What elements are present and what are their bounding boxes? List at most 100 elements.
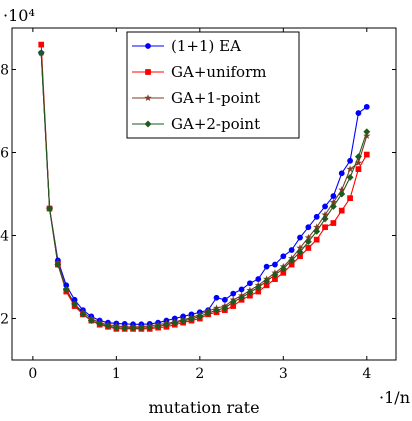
data-point <box>338 207 345 214</box>
data-point <box>288 256 296 264</box>
data-point <box>313 213 320 220</box>
data-point <box>204 309 212 317</box>
data-point <box>213 294 220 301</box>
legend: (1+1) EA GA+uniform GA+1-point GA+2-point <box>126 31 300 139</box>
data-point <box>354 153 362 161</box>
data-point <box>171 319 179 327</box>
data-point <box>38 41 45 48</box>
series-line-2 <box>40 52 368 328</box>
y-tick-label: 4 <box>0 229 9 245</box>
data-point <box>355 166 362 172</box>
markers-group <box>37 41 371 332</box>
legend-swatch-marker <box>145 69 151 75</box>
data-point <box>104 322 112 330</box>
data-point <box>221 296 228 303</box>
data-point <box>71 300 79 308</box>
data-point <box>62 285 70 294</box>
x-scale-label: ·1/n <box>379 388 410 407</box>
data-point <box>254 283 262 291</box>
data-point <box>229 298 237 306</box>
data-point <box>230 290 237 297</box>
data-point <box>271 271 279 279</box>
plot-frame <box>11 27 397 361</box>
series-group <box>40 44 368 330</box>
data-point <box>346 165 354 173</box>
data-point <box>263 263 270 270</box>
series-line-3 <box>40 52 368 329</box>
axis-ticks: 0 1 2 3 4 2 4 6 8 <box>0 28 396 382</box>
data-point <box>363 128 371 136</box>
data-point <box>272 261 278 268</box>
data-point <box>162 321 170 329</box>
data-point <box>313 236 320 243</box>
legend-box <box>126 31 300 139</box>
data-point <box>347 195 353 202</box>
legend-swatch-marker <box>144 94 152 102</box>
legend-label: GA+2-point <box>171 115 260 133</box>
data-point <box>296 248 304 256</box>
data-point <box>288 247 295 253</box>
data-point <box>354 159 363 166</box>
data-point <box>338 190 346 198</box>
data-point <box>329 202 337 211</box>
data-point <box>305 224 312 231</box>
data-point <box>347 157 353 164</box>
data-point <box>247 280 253 287</box>
x-axis-label: mutation rate <box>148 398 259 417</box>
data-point <box>304 238 312 246</box>
data-point <box>263 277 271 285</box>
data-point <box>212 306 221 314</box>
data-point <box>54 260 62 269</box>
data-point <box>313 227 321 235</box>
data-point <box>246 288 254 296</box>
y-tick-label: 2 <box>0 312 9 328</box>
x-tick-label: 2 <box>195 366 204 382</box>
legend-swatch-marker <box>145 43 151 49</box>
data-point <box>154 322 162 330</box>
data-point <box>255 276 262 282</box>
legend-label: GA+uniform <box>171 63 266 81</box>
data-point <box>322 224 328 231</box>
data-point <box>37 49 45 57</box>
data-point <box>338 170 345 177</box>
x-tick-label: 4 <box>362 366 371 382</box>
data-point <box>179 317 187 325</box>
data-point <box>87 317 95 325</box>
data-point <box>355 110 362 116</box>
data-point <box>330 220 337 226</box>
data-point <box>238 294 246 302</box>
data-point <box>363 132 371 140</box>
data-point <box>221 304 229 312</box>
data-point <box>96 320 104 328</box>
legend-label: (1+1) EA <box>171 37 241 55</box>
data-point <box>46 204 54 213</box>
data-point <box>112 324 120 332</box>
data-point <box>280 253 287 260</box>
data-point <box>137 324 145 332</box>
series-line-0 <box>40 52 368 325</box>
data-point <box>363 103 370 110</box>
x-tick-label: 3 <box>279 366 288 382</box>
y-tick-label: 6 <box>0 146 9 162</box>
data-point <box>346 173 354 181</box>
legend-label: GA+1-point <box>171 89 260 107</box>
data-point <box>196 312 204 320</box>
data-point <box>146 324 154 332</box>
data-point <box>305 245 312 251</box>
data-point <box>121 324 129 332</box>
x-tick-label: 0 <box>28 366 37 382</box>
data-point <box>330 193 337 199</box>
x-tick-label: 1 <box>112 366 121 382</box>
data-point <box>187 315 196 323</box>
data-point <box>363 151 370 158</box>
y-tick-label: 8 <box>0 63 9 79</box>
data-point <box>321 215 329 223</box>
data-point <box>322 203 328 210</box>
data-point <box>129 324 137 332</box>
data-point <box>238 286 245 293</box>
legend-swatch-marker <box>144 120 152 128</box>
data-point <box>279 265 287 273</box>
y-scale-label: ·10⁴ <box>3 6 35 25</box>
data-point <box>79 310 87 318</box>
